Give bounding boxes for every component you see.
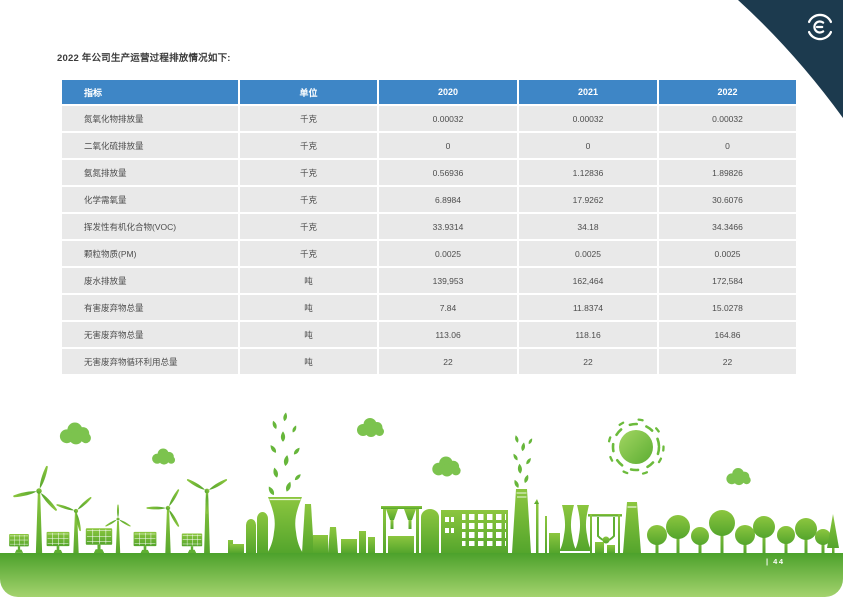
value-cell: 0.56936 xyxy=(379,160,517,185)
value-cell: 吨 xyxy=(240,349,377,374)
table-row: 二氧化硫排放量 千克 0 0 0 xyxy=(62,133,796,158)
value-cell: 1.12836 xyxy=(519,160,657,185)
table-row: 无害废弃物循环利用总量吨 22 22 22 xyxy=(62,349,796,374)
value-cell: 15.0278 xyxy=(659,295,796,320)
column-header: 指标 xyxy=(62,80,238,104)
value-cell: 0 xyxy=(519,133,657,158)
value-cell: 33.9314 xyxy=(379,214,517,239)
corner-shape xyxy=(738,0,843,118)
value-cell: 11.8374 xyxy=(519,295,657,320)
value-cell: 千克 xyxy=(240,133,377,158)
table-row: 废水排放量吨 139,953 162,464 172,584 xyxy=(62,268,796,293)
value-cell: 0.00032 xyxy=(659,106,796,131)
value-cell: 34.3466 xyxy=(659,214,796,239)
indicator-cell: 化学需氧量 xyxy=(62,187,238,212)
office-building-icon xyxy=(441,510,508,553)
value-cell: 吨 xyxy=(240,322,377,347)
ground-band xyxy=(0,553,843,597)
table-row: 氨氮排放量 千克 0.56936 1.12836 1.89826 xyxy=(62,160,796,185)
table-row: 挥发性有机化合物(VOC) 千克 33.9314 34.18 34.3466 xyxy=(62,214,796,239)
indicator-cell: 二氧化硫排放量 xyxy=(62,133,238,158)
sun-icon xyxy=(607,418,665,476)
header-row: 指标 单位 2020 2021 2022 xyxy=(62,80,796,104)
value-cell: 118.16 xyxy=(519,322,657,347)
tree-icon xyxy=(647,510,839,553)
value-cell: 17.9262 xyxy=(519,187,657,212)
value-cell: 1.89826 xyxy=(659,160,796,185)
cooling-tower-icon xyxy=(267,497,303,553)
value-cell: 千克 xyxy=(240,187,377,212)
value-cell: 113.06 xyxy=(379,322,517,347)
column-header: 2022 xyxy=(659,80,796,104)
column-header: 2021 xyxy=(519,80,657,104)
emissions-table: 指标 单位 2020 2021 2022 氮氧化物排放量 千克 0.00032 0.00032… xyxy=(60,78,798,376)
value-cell: 22 xyxy=(659,349,796,374)
value-cell: 22 xyxy=(379,349,517,374)
value-cell: 34.18 xyxy=(519,214,657,239)
value-cell: 吨 xyxy=(240,295,377,320)
value-cell: 22 xyxy=(519,349,657,374)
table-row: 氮氧化物排放量 千克 0.00032 0.00032 0.00032 xyxy=(62,106,796,131)
eco-city-illustration xyxy=(0,412,843,597)
value-cell: 吨 xyxy=(240,268,377,293)
value-cell: 162,464 xyxy=(519,268,657,293)
indicator-cell: 氨氮排放量 xyxy=(62,160,238,185)
value-cell: 0 xyxy=(659,133,796,158)
value-cell: 0.0025 xyxy=(659,241,796,266)
column-header: 2020 xyxy=(379,80,517,104)
indicator-cell: 挥发性有机化合物(VOC) xyxy=(62,214,238,239)
value-cell: 139,953 xyxy=(379,268,517,293)
brand-logo-icon xyxy=(807,13,833,41)
value-cell: 0.00032 xyxy=(379,106,517,131)
column-header: 单位 xyxy=(240,80,377,104)
value-cell: 千克 xyxy=(240,241,377,266)
value-cell: 0 xyxy=(379,133,517,158)
value-cell: 0.0025 xyxy=(379,241,517,266)
chimney-icon xyxy=(512,489,531,553)
value-cell: 0.0025 xyxy=(519,241,657,266)
chimney-icon xyxy=(623,502,641,553)
indicator-cell: 废水排放量 xyxy=(62,268,238,293)
pine-tree-icon xyxy=(827,514,839,553)
chimney-icon xyxy=(302,504,314,553)
value-cell: 千克 xyxy=(240,160,377,185)
factory-icon xyxy=(228,489,641,553)
value-cell: 7.84 xyxy=(379,295,517,320)
table-row: 有害废弃物总量吨 7.84 11.8374 15.0278 xyxy=(62,295,796,320)
indicator-cell: 有害废弃物总量 xyxy=(62,295,238,320)
value-cell: 6.8984 xyxy=(379,187,517,212)
value-cell: 0.00032 xyxy=(519,106,657,131)
page-number: | 44 xyxy=(766,557,785,566)
leaf-icon xyxy=(267,412,534,497)
indicator-cell: 无害废弃物循环利用总量 xyxy=(62,349,238,374)
indicator-cell: 氮氧化物排放量 xyxy=(62,106,238,131)
table-row: 颗粒物质(PM) 千克 0.0025 0.0025 0.0025 xyxy=(62,241,796,266)
corner-decoration xyxy=(738,0,843,118)
value-cell: 千克 xyxy=(240,106,377,131)
page-title: 2022 年公司生产运营过程排放情况如下: xyxy=(57,53,231,64)
value-cell: 30.6076 xyxy=(659,187,796,212)
value-cell: 164.86 xyxy=(659,322,796,347)
indicator-cell: 无害废弃物总量 xyxy=(62,322,238,347)
indicator-cell: 颗粒物质(PM) xyxy=(62,241,238,266)
value-cell: 172,584 xyxy=(659,268,796,293)
wind-turbine-icon xyxy=(11,458,238,557)
table-row: 无害废弃物总量吨 113.06 118.16 164.86 xyxy=(62,322,796,347)
value-cell: 千克 xyxy=(240,214,377,239)
table-row: 化学需氧量 千克 6.8984 17.9262 30.6076 xyxy=(62,187,796,212)
